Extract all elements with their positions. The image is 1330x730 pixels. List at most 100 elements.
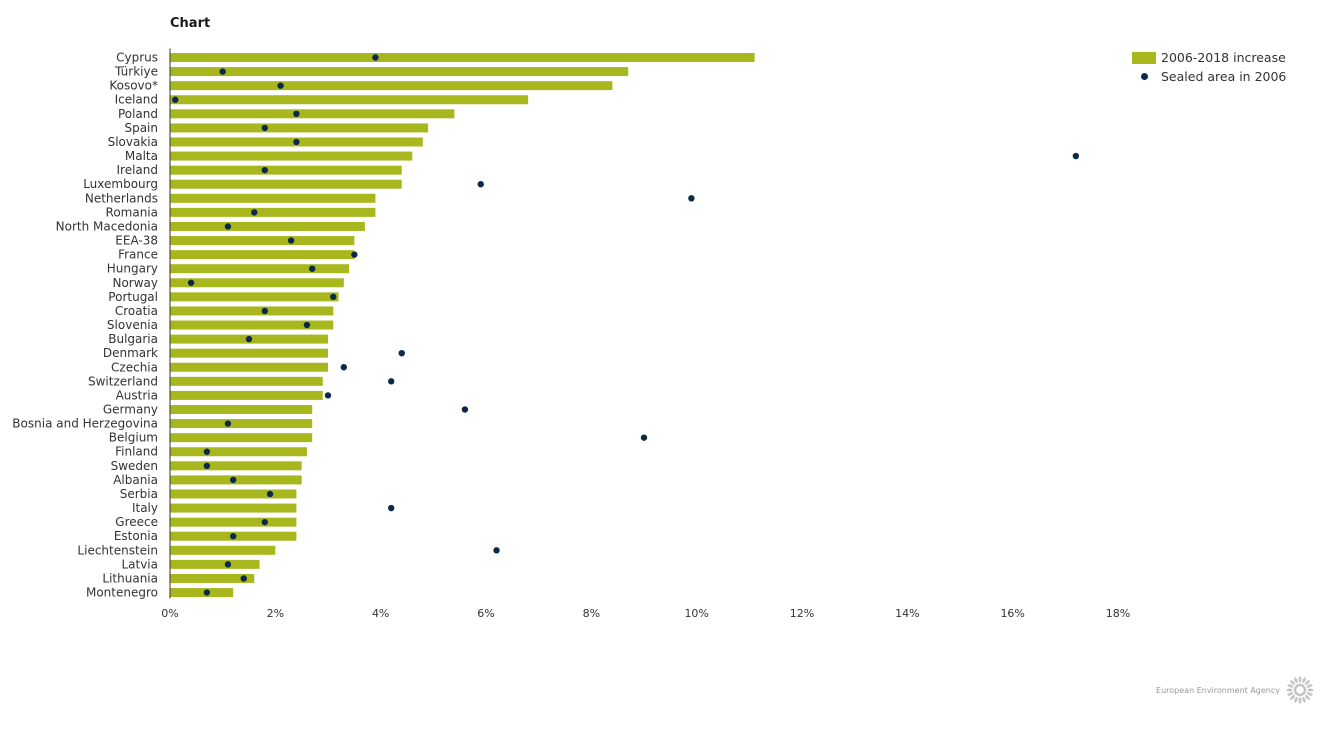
legend-dot-wrap	[1132, 71, 1156, 83]
category-label: Hungary	[107, 262, 158, 276]
sun-ray	[1307, 688, 1314, 692]
category-label: Belgium	[109, 431, 158, 445]
category-label: Netherlands	[85, 191, 158, 205]
scatter-point	[261, 166, 268, 174]
scatter-point	[261, 307, 268, 315]
scatter-point	[1072, 152, 1080, 160]
bar	[170, 559, 260, 569]
legend-label-increase: 2006-2018 increase	[1161, 50, 1286, 65]
scatter-point	[203, 589, 211, 596]
sun-ray	[1294, 677, 1298, 684]
legend-dot-swatch	[1140, 73, 1148, 80]
scatter-point	[224, 420, 232, 427]
category-label: Italy	[132, 501, 158, 515]
legend-label-sealed: Sealed area in 2006	[1161, 69, 1287, 84]
sun-ray	[1306, 692, 1313, 696]
x-tick-label: 18%	[1106, 607, 1130, 620]
bar	[170, 405, 313, 414]
category-label: Poland	[118, 107, 158, 121]
category-label: Albania	[113, 473, 158, 487]
category-label: Norway	[112, 276, 158, 290]
sun-ray	[1306, 684, 1313, 688]
category-label: Czechia	[111, 360, 158, 374]
scatter-point	[351, 251, 358, 258]
scatter-point	[219, 68, 226, 75]
legend: 2006-2018 increase Sealed area in 2006	[1132, 48, 1286, 86]
scatter-point	[251, 209, 258, 216]
bar	[170, 165, 402, 175]
bar	[170, 53, 755, 62]
x-tick-label: 14%	[895, 607, 919, 620]
scatter-point	[461, 406, 469, 413]
scatter-point	[293, 138, 300, 146]
scatter-point	[230, 533, 237, 540]
category-label: Germany	[103, 403, 158, 417]
bar	[170, 179, 402, 189]
sun-ray	[1304, 694, 1310, 700]
scatter-point	[203, 462, 211, 470]
category-label: Finland	[115, 445, 158, 459]
scatter-point	[224, 561, 232, 568]
sun-ray	[1294, 696, 1298, 703]
category-label: Montenegro	[86, 586, 158, 600]
x-tick-label: 4%	[372, 607, 389, 620]
scatter-point	[477, 181, 484, 188]
category-label: Greece	[115, 515, 158, 529]
category-label: Latvia	[121, 557, 158, 571]
legend-item-increase[interactable]: 2006-2018 increase	[1132, 48, 1286, 67]
bar	[170, 376, 323, 386]
bar	[170, 503, 297, 513]
category-label: Lithuania	[102, 571, 158, 585]
bar	[170, 81, 613, 91]
bar	[170, 95, 529, 105]
bar	[170, 461, 302, 471]
category-label: Luxembourg	[83, 177, 158, 191]
bar	[170, 151, 413, 161]
category-label: Bulgaria	[108, 332, 158, 346]
category-label: Bosnia and Herzegovina	[12, 417, 158, 431]
scatter-point	[330, 293, 337, 301]
bar	[170, 545, 276, 555]
footer-text: European Environment Agency	[1156, 685, 1280, 695]
bar	[170, 278, 344, 288]
sun-ray	[1304, 680, 1310, 686]
bar	[170, 292, 339, 302]
category-label: Romania	[106, 205, 158, 219]
category-label: Estonia	[114, 529, 158, 543]
category-label: Croatia	[115, 304, 158, 318]
bar	[170, 67, 629, 77]
category-label: Serbia	[120, 487, 158, 501]
category-label: Slovakia	[108, 135, 158, 149]
category-label: Portugal	[108, 290, 158, 304]
bar	[170, 588, 234, 598]
bar	[170, 207, 376, 217]
x-tick-label: 0%	[161, 607, 178, 620]
scatter-point	[309, 265, 316, 272]
category-label: Malta	[125, 149, 158, 163]
bar	[170, 517, 297, 527]
category-label: Austria	[116, 388, 158, 402]
scatter-point	[230, 476, 237, 484]
scatter-point	[172, 96, 179, 103]
scatter-point	[388, 378, 395, 385]
footer-credit: European Environment Agency	[1156, 674, 1316, 706]
legend-bar-swatch	[1132, 51, 1156, 64]
category-label: Iceland	[115, 93, 158, 107]
bar	[170, 573, 255, 583]
bar	[170, 419, 313, 429]
scatter-point	[240, 575, 247, 582]
bar	[170, 193, 376, 203]
scatter-point	[340, 364, 347, 371]
scatter-point	[640, 434, 648, 441]
scatter-point	[388, 504, 395, 512]
sun-ray	[1287, 692, 1294, 696]
bar	[170, 250, 355, 260]
sun-ray	[1290, 680, 1296, 686]
x-tick-label: 10%	[684, 607, 708, 620]
x-tick-label: 2%	[267, 607, 284, 620]
legend-item-sealed[interactable]: Sealed area in 2006	[1132, 67, 1286, 86]
bar	[170, 362, 328, 372]
bar	[170, 489, 297, 499]
scatter-point	[372, 54, 379, 61]
